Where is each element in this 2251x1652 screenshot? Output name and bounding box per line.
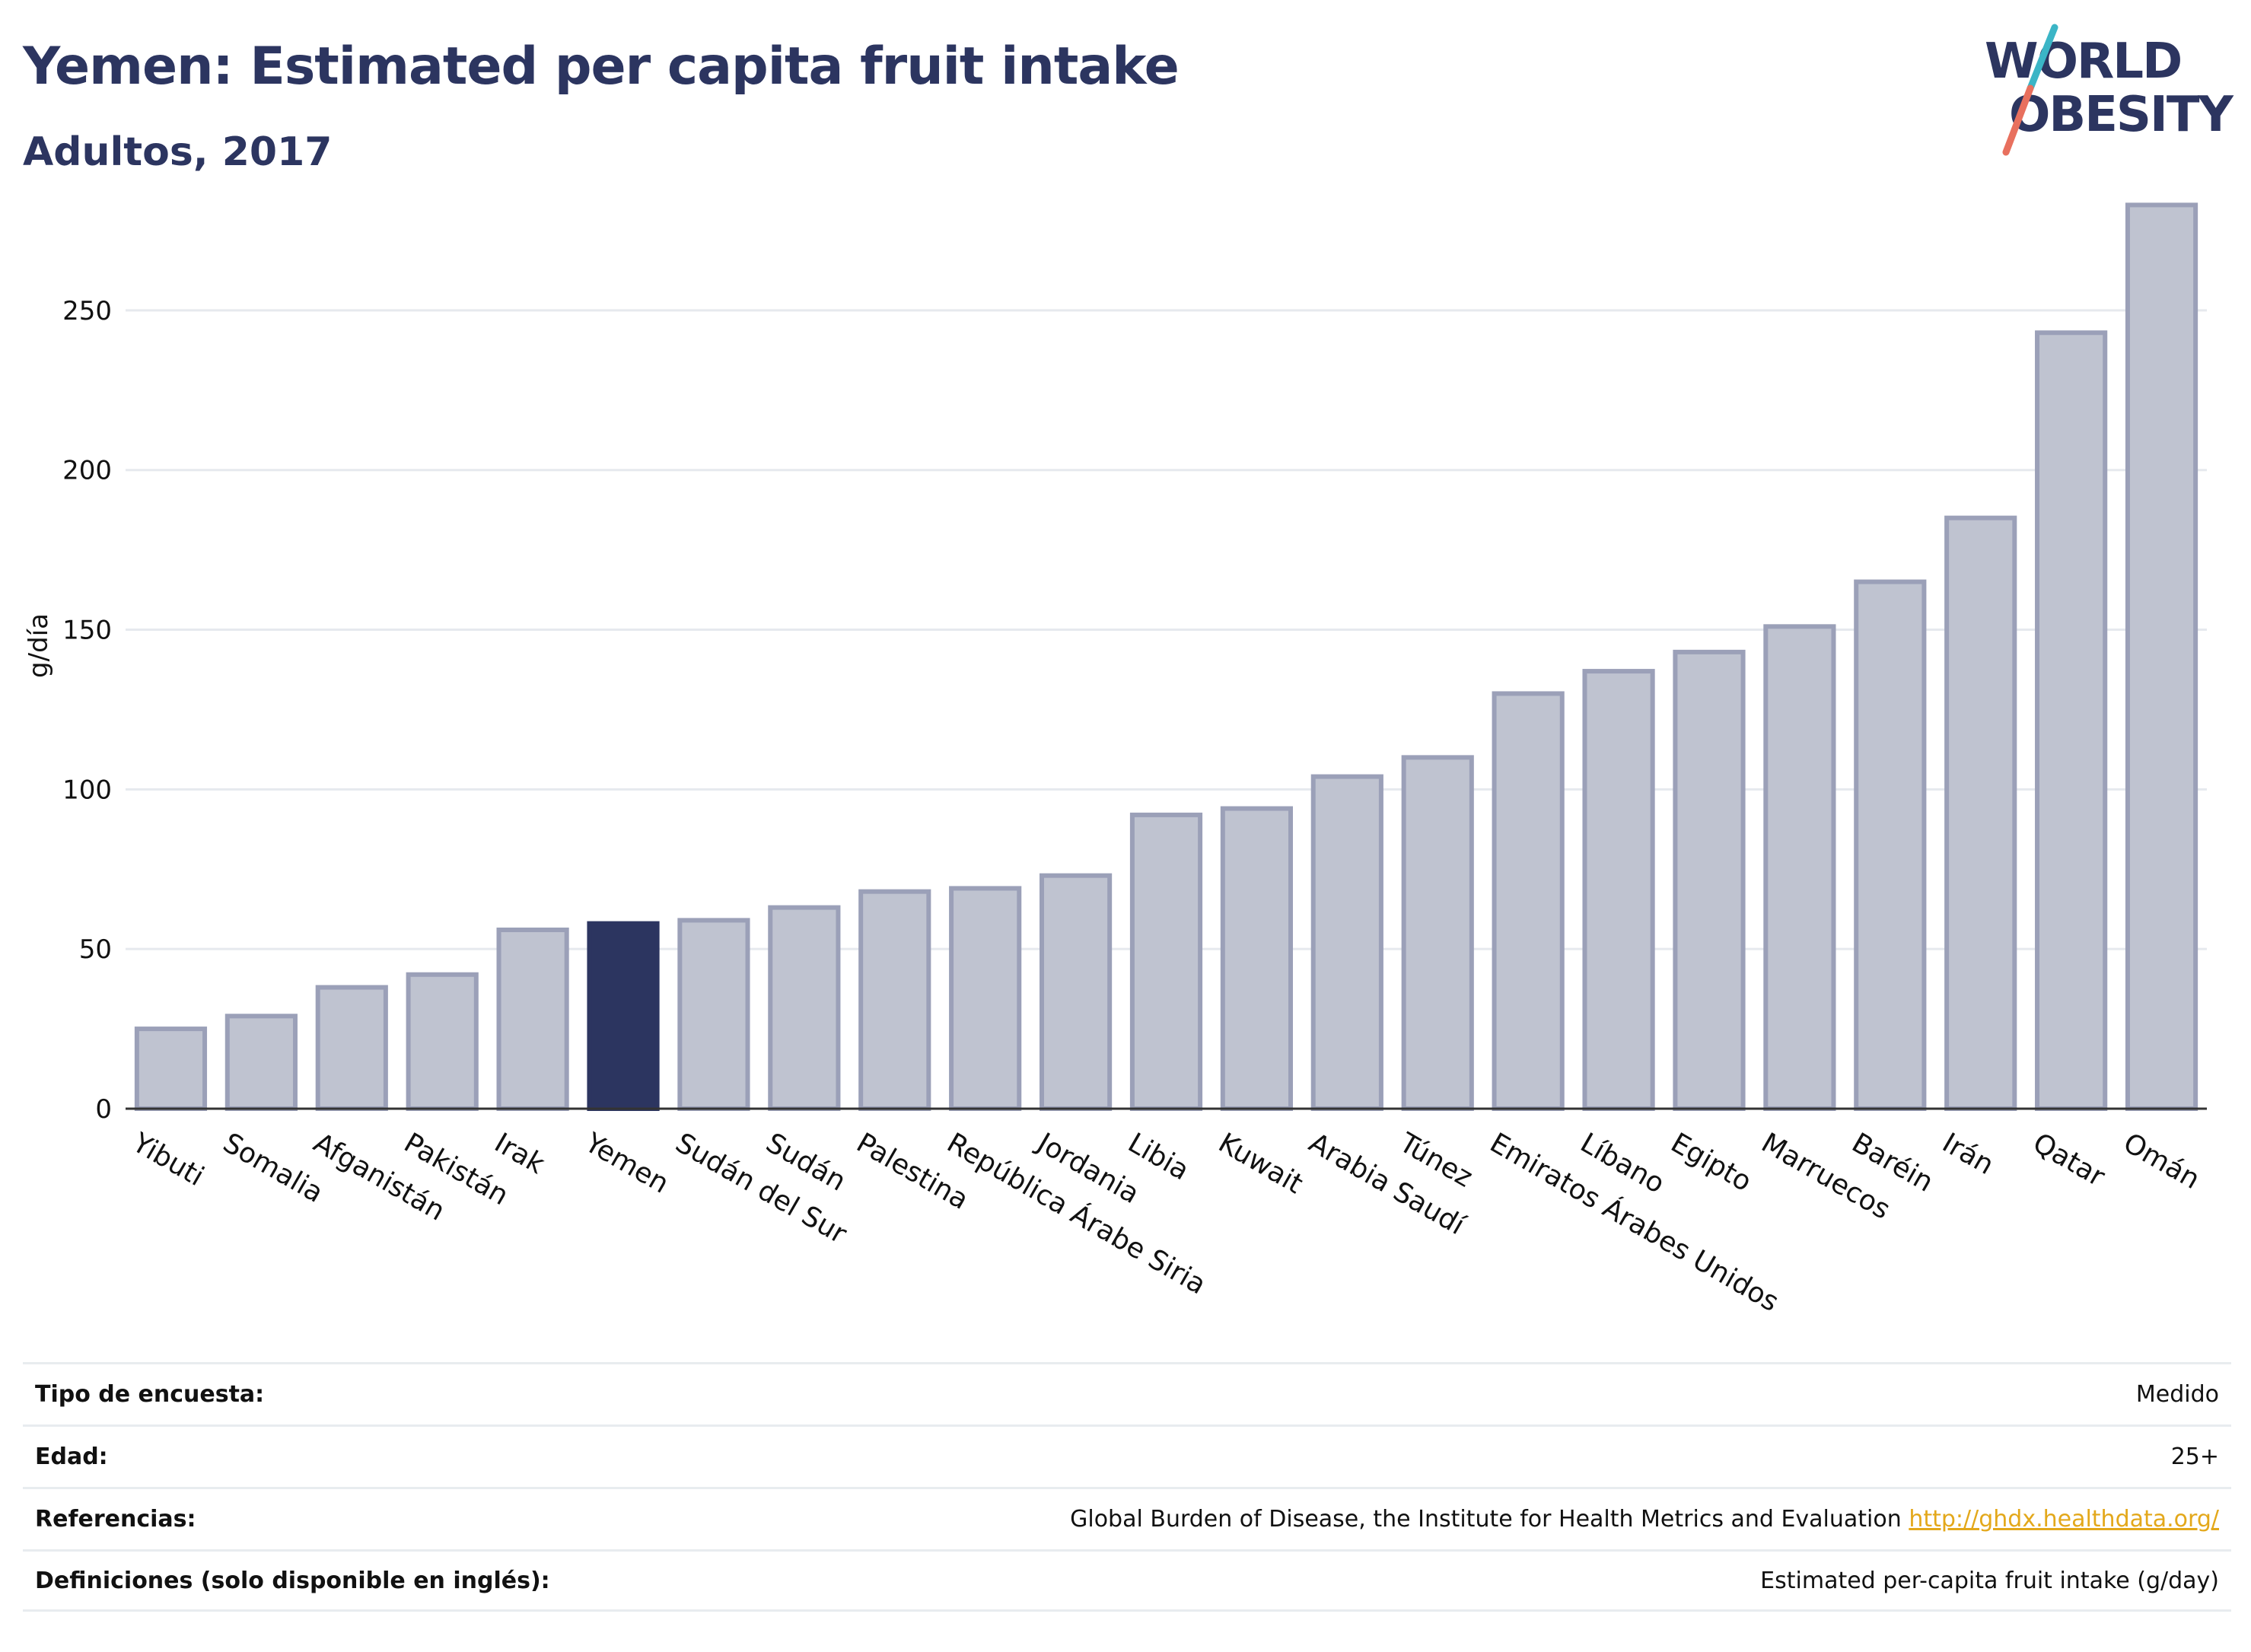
logo-slash-bottom xyxy=(2002,84,2034,156)
bar-qatar xyxy=(2035,330,2108,1112)
age-value: 25+ xyxy=(2170,1444,2219,1470)
x-tick-label: Yibuti xyxy=(126,1127,209,1192)
definitions-value: Estimated per-capita fruit intake (g/day… xyxy=(1760,1567,2219,1594)
x-tick-label: Irán xyxy=(1937,1127,1998,1181)
bar-afganistán xyxy=(315,985,388,1111)
y-tick-label: 250 xyxy=(62,296,112,326)
logo-line1: WORLD xyxy=(1985,33,2181,90)
bar-emiratos-árabes-unidos xyxy=(1492,691,1565,1111)
bar-egipto xyxy=(1673,649,1746,1111)
y-tick-label: 100 xyxy=(62,775,112,805)
bar-irak xyxy=(496,927,569,1112)
page-subtitle: Adultos, 2017 xyxy=(23,129,333,175)
bar-república-árabe-siria xyxy=(949,886,1022,1112)
bar-marruecos xyxy=(1763,624,1836,1111)
bar-pakistán xyxy=(406,972,479,1112)
references-value: Global Burden of Disease, the Institute … xyxy=(1070,1506,2219,1533)
survey-type-label: Tipo de encuesta: xyxy=(35,1381,265,1408)
bar-omán xyxy=(2125,202,2198,1111)
age-label: Edad: xyxy=(35,1444,108,1470)
references-link[interactable]: http://ghdx.healthdata.org/ xyxy=(1909,1506,2219,1533)
x-tick-label: Omán xyxy=(2118,1127,2205,1195)
x-tick-label: Egipto xyxy=(1666,1127,1757,1198)
bar-líbano xyxy=(1582,669,1655,1111)
bar-somalia xyxy=(224,1014,298,1112)
definitions-label: Definiciones (solo disponible en inglés)… xyxy=(35,1567,550,1594)
bar-sudán-del-sur xyxy=(677,918,750,1111)
bar-sudán xyxy=(768,905,841,1111)
info-table: Tipo de encuesta: Medido Edad: 25+ Refer… xyxy=(23,1362,2231,1612)
y-tick-labels: 0 50 100 150 200 250 xyxy=(62,296,112,1125)
x-tick-label: Yemen xyxy=(579,1127,674,1200)
x-tick-label: Irak xyxy=(489,1127,550,1180)
page-title: Yemen: Estimated per capita fruit intake xyxy=(23,37,1180,97)
info-row-definitions: Definiciones (solo disponible en inglés)… xyxy=(23,1549,2231,1612)
references-text: Global Burden of Disease, the Institute … xyxy=(1070,1506,1902,1533)
logo-slash-top xyxy=(2027,24,2058,92)
y-tick-label: 0 xyxy=(95,1094,112,1125)
references-label: Referencias: xyxy=(35,1506,196,1533)
world-obesity-logo: WORLD OBESITY xyxy=(1985,24,2235,156)
bar-palestina xyxy=(858,889,931,1112)
x-tick-label: Arabia Saudí xyxy=(1304,1127,1470,1241)
bar-arabia-saudí xyxy=(1310,774,1383,1111)
logo-line2: OBESITY xyxy=(2009,87,2233,143)
bar-baréin xyxy=(1854,579,1927,1111)
bar-yibuti xyxy=(134,1027,208,1111)
y-tick-label: 50 xyxy=(79,934,112,965)
info-row-references: Referencias: Global Burden of Disease, t… xyxy=(23,1487,2231,1549)
bars xyxy=(134,202,2198,1112)
bar-irán xyxy=(1944,515,2017,1111)
info-row-survey: Tipo de encuesta: Medido xyxy=(23,1362,2231,1424)
bar-kuwait xyxy=(1220,806,1294,1112)
bar-túnez xyxy=(1401,755,1474,1112)
y-tick-label: 200 xyxy=(62,456,112,486)
y-axis-label: g/día xyxy=(24,613,54,678)
bar-jordania xyxy=(1039,873,1113,1111)
bar-yemen xyxy=(587,921,660,1111)
survey-type-value: Medido xyxy=(2135,1381,2219,1408)
bar-libia xyxy=(1129,812,1203,1111)
x-tick-label: Somalia xyxy=(218,1127,328,1209)
info-row-age: Edad: 25+ xyxy=(23,1424,2231,1487)
x-tick-label: Kuwait xyxy=(1213,1127,1308,1200)
y-tick-label: 150 xyxy=(62,616,112,646)
x-tick-label: Qatar xyxy=(2027,1127,2109,1192)
